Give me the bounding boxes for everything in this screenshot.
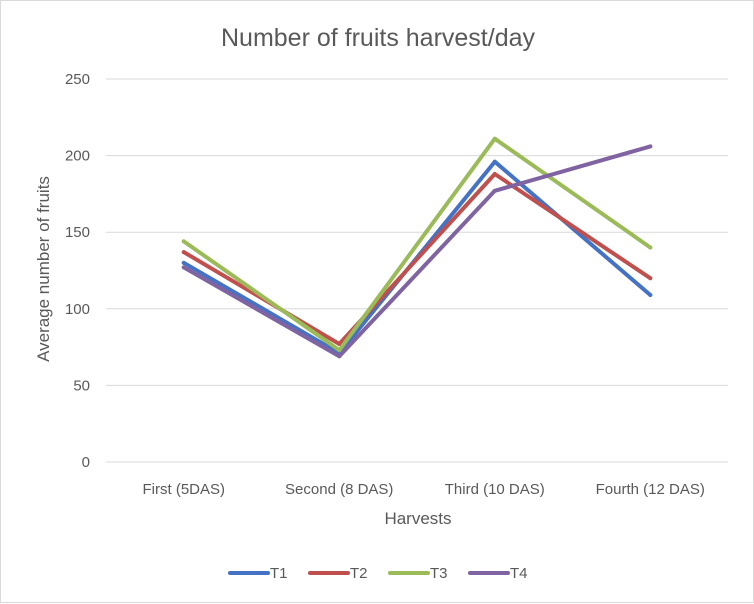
x-tick-label: Second (8 DAS)	[285, 481, 393, 498]
x-tick-label: Fourth (12 DAS)	[596, 481, 705, 498]
x-axis-title: Harvests	[384, 509, 451, 528]
legend-item-t1: T1	[228, 565, 288, 582]
legend-label: T2	[350, 565, 368, 582]
legend-label: T4	[510, 565, 528, 582]
legend-label: T3	[430, 565, 448, 582]
data-point	[337, 354, 342, 359]
legend: T1 T2 T3 T4	[228, 565, 528, 582]
data-point	[492, 136, 497, 141]
y-tick-label: 0	[82, 454, 90, 471]
chart-title: Number of fruits harvest/day	[221, 24, 536, 52]
data-point	[181, 250, 186, 255]
data-point	[648, 276, 653, 281]
gridlines	[106, 78, 728, 463]
data-point	[181, 260, 186, 265]
data-point	[648, 144, 653, 149]
y-tick-label: 250	[65, 71, 90, 88]
y-tick-label: 150	[65, 224, 90, 241]
data-point	[181, 239, 186, 244]
data-point	[337, 348, 342, 353]
legend-item-t3: T3	[388, 565, 448, 582]
x-tick-label: Third (10 DAS)	[445, 481, 545, 498]
data-point	[648, 245, 653, 250]
x-tick-label: First (5DAS)	[143, 481, 226, 498]
series-line-t4	[181, 144, 653, 359]
series-line-t3	[181, 136, 653, 353]
data-point	[492, 188, 497, 193]
y-tick-label: 50	[73, 377, 90, 394]
data-point	[648, 293, 653, 298]
x-axis-ticks: First (5DAS) Second (8 DAS) Third (10 DAS)…	[143, 481, 705, 498]
y-tick-label: 200	[65, 148, 90, 165]
legend-item-t2: T2	[308, 565, 368, 582]
legend-label: T1	[270, 565, 288, 582]
data-point	[181, 265, 186, 270]
data-point	[337, 342, 342, 347]
y-tick-label: 100	[65, 301, 90, 318]
y-axis-title: Average number of fruits	[34, 176, 53, 362]
y-axis-ticks: 0 50 100 150 200 250	[65, 71, 90, 471]
data-point	[492, 159, 497, 164]
data-point	[492, 171, 497, 176]
series-lines	[181, 136, 653, 359]
legend-item-t4: T4	[468, 565, 528, 582]
